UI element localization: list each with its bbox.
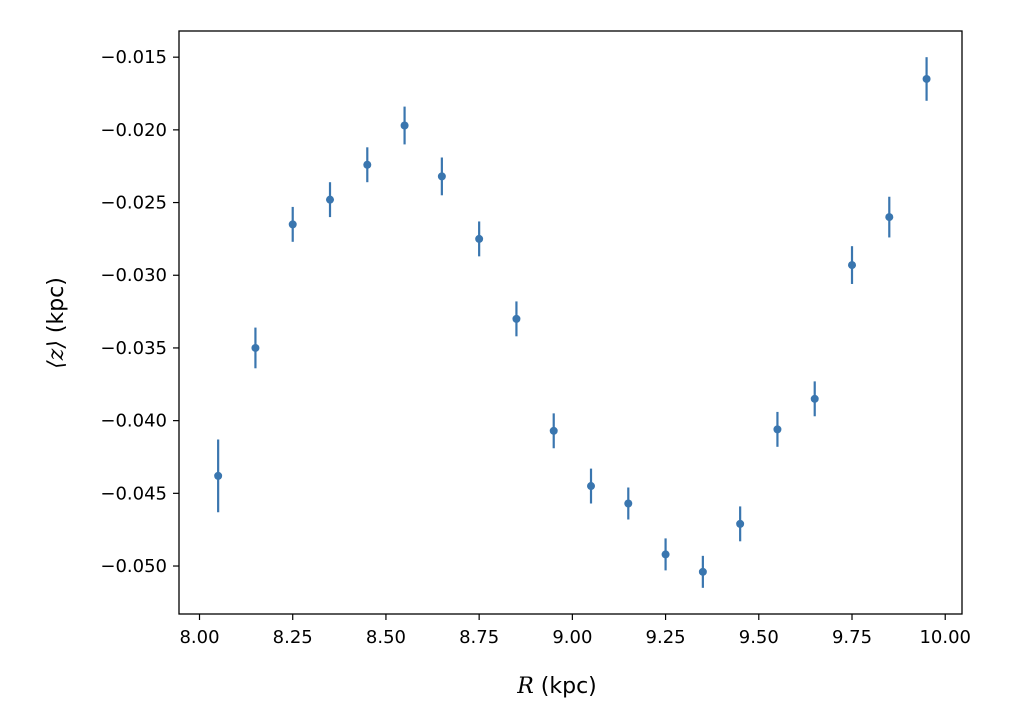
y-tick-label: −0.035 bbox=[100, 338, 167, 359]
data-series bbox=[214, 57, 931, 588]
y-tick-label: −0.030 bbox=[100, 265, 167, 286]
y-tick-label: −0.015 bbox=[100, 47, 167, 68]
data-point bbox=[326, 195, 335, 204]
data-point bbox=[773, 425, 782, 434]
plot-area bbox=[179, 31, 962, 614]
data-point bbox=[363, 160, 372, 169]
x-axis-ticks: 8.00 8.25 8.50 8.75 9.00 9.25 9.50 9.75 10.00 bbox=[179, 614, 971, 648]
data-point bbox=[736, 519, 745, 528]
x-tick-label: 9.25 bbox=[646, 627, 686, 648]
data-point bbox=[437, 172, 446, 181]
x-tick-label: 9.50 bbox=[739, 627, 779, 648]
y-axis-label: ⟨z⟩ (kpc) bbox=[44, 277, 69, 369]
y-tick-label: −0.025 bbox=[100, 193, 167, 214]
data-point bbox=[251, 343, 260, 352]
data-point bbox=[698, 567, 707, 576]
data-point bbox=[214, 471, 223, 480]
data-point bbox=[848, 261, 857, 270]
data-point bbox=[549, 426, 558, 435]
x-axis-label: R (kpc) bbox=[516, 674, 597, 699]
data-point bbox=[587, 482, 596, 491]
x-tick-label: 10.00 bbox=[919, 627, 971, 648]
x-tick-label: 8.00 bbox=[179, 627, 219, 648]
data-point bbox=[661, 550, 670, 559]
data-point bbox=[922, 74, 931, 83]
data-point bbox=[288, 220, 297, 229]
data-point bbox=[810, 394, 819, 403]
x-tick-label: 9.00 bbox=[552, 627, 592, 648]
x-tick-label: 8.50 bbox=[366, 627, 406, 648]
y-tick-label: −0.045 bbox=[100, 483, 167, 504]
data-point bbox=[512, 314, 521, 323]
data-point bbox=[400, 121, 409, 130]
data-point bbox=[475, 234, 484, 243]
x-tick-label: 9.75 bbox=[832, 627, 872, 648]
data-point bbox=[624, 499, 633, 508]
data-point bbox=[885, 213, 894, 222]
y-tick-label: −0.020 bbox=[100, 120, 167, 141]
y-axis-ticks: −0.015 −0.020 −0.025 −0.030 −0.035 −0.040 −0.0… bbox=[100, 47, 179, 577]
y-tick-label: −0.040 bbox=[100, 411, 167, 432]
x-tick-label: 8.25 bbox=[273, 627, 313, 648]
plot-frame bbox=[178, 30, 963, 615]
y-tick-label: −0.050 bbox=[100, 556, 167, 577]
x-tick-label: 8.75 bbox=[459, 627, 499, 648]
